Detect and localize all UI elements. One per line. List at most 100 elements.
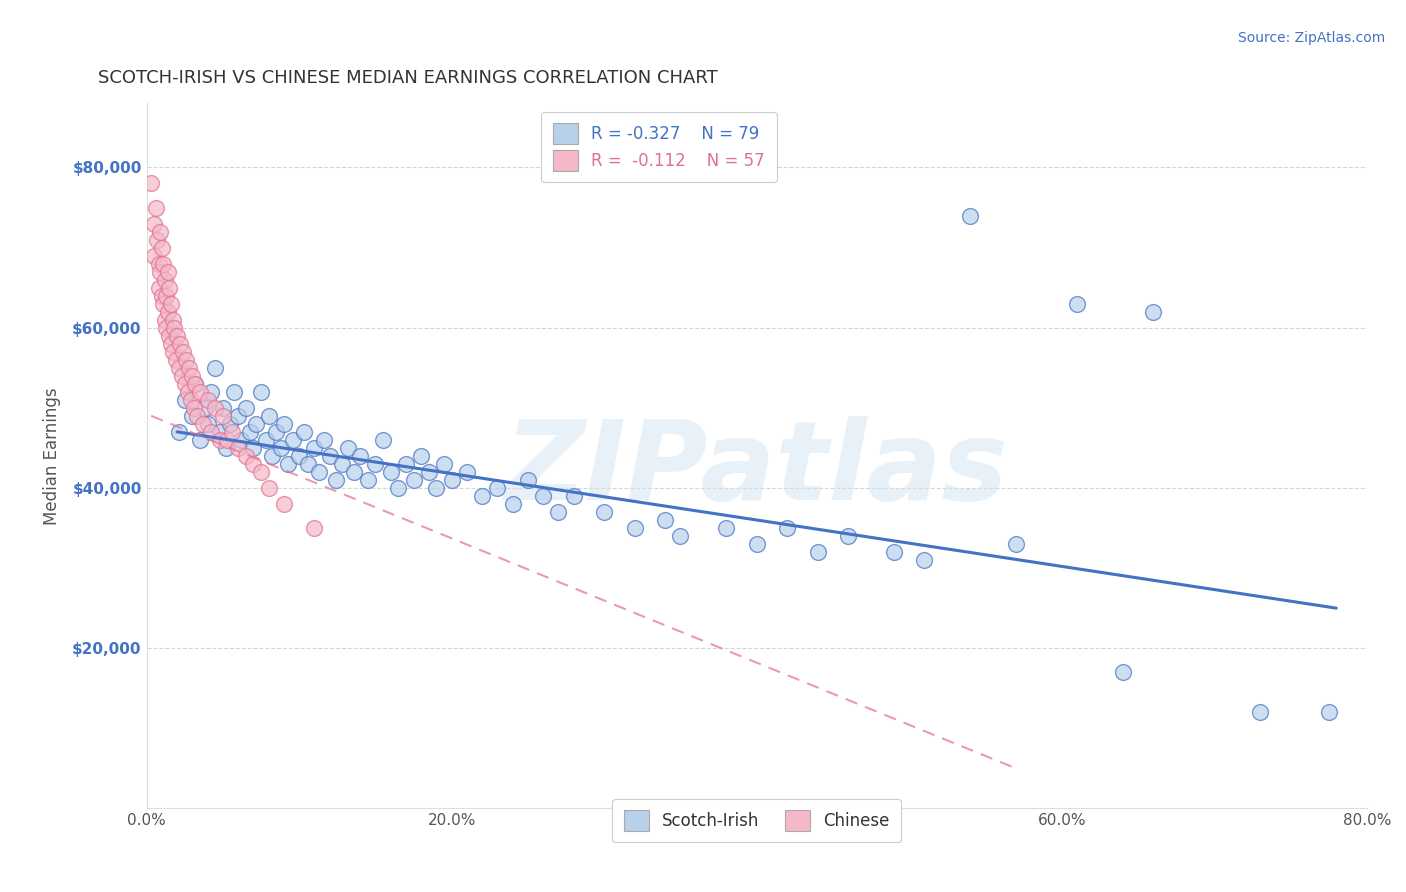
Point xyxy=(148,280,170,294)
Point xyxy=(184,376,207,391)
Point xyxy=(883,545,905,559)
Point xyxy=(177,384,200,399)
Point xyxy=(186,409,208,423)
Point xyxy=(292,425,315,439)
Point xyxy=(562,489,585,503)
Point xyxy=(184,376,207,391)
Point xyxy=(343,465,366,479)
Point xyxy=(208,433,231,447)
Point xyxy=(1005,537,1028,551)
Point xyxy=(502,497,524,511)
Point xyxy=(959,209,981,223)
Point xyxy=(212,401,235,415)
Point xyxy=(150,288,173,302)
Point xyxy=(155,320,177,334)
Point xyxy=(281,433,304,447)
Point xyxy=(152,257,174,271)
Point xyxy=(208,425,231,439)
Point xyxy=(204,360,226,375)
Point xyxy=(193,401,215,415)
Point xyxy=(593,505,616,519)
Point xyxy=(325,473,347,487)
Point xyxy=(145,201,167,215)
Point xyxy=(776,521,799,535)
Point xyxy=(273,497,295,511)
Point xyxy=(149,225,172,239)
Point xyxy=(304,521,326,535)
Point xyxy=(162,312,184,326)
Point xyxy=(149,264,172,278)
Point xyxy=(215,441,238,455)
Point xyxy=(308,465,330,479)
Point xyxy=(239,425,262,439)
Point xyxy=(172,344,194,359)
Point xyxy=(456,465,478,479)
Point xyxy=(146,233,169,247)
Point xyxy=(273,417,295,431)
Point xyxy=(837,529,859,543)
Point xyxy=(433,457,456,471)
Point xyxy=(623,521,645,535)
Point xyxy=(173,376,195,391)
Point xyxy=(191,417,214,431)
Point xyxy=(200,384,222,399)
Point xyxy=(226,441,249,455)
Point xyxy=(188,384,211,399)
Point xyxy=(165,352,187,367)
Point xyxy=(1249,706,1271,720)
Point xyxy=(297,457,319,471)
Point xyxy=(179,360,201,375)
Point xyxy=(167,425,190,439)
Point xyxy=(181,368,204,383)
Legend: Scotch-Irish, Chinese: Scotch-Irish, Chinese xyxy=(613,798,901,842)
Point xyxy=(180,392,202,407)
Point xyxy=(411,449,433,463)
Point xyxy=(242,441,264,455)
Point xyxy=(349,449,371,463)
Point xyxy=(169,336,191,351)
Point xyxy=(217,433,239,447)
Point xyxy=(167,360,190,375)
Point xyxy=(745,537,768,551)
Point xyxy=(288,449,311,463)
Point xyxy=(254,433,277,447)
Point xyxy=(669,529,692,543)
Point xyxy=(1317,706,1340,720)
Point xyxy=(143,217,166,231)
Point xyxy=(226,409,249,423)
Point xyxy=(174,352,197,367)
Point xyxy=(516,473,538,487)
Point xyxy=(183,401,205,415)
Point xyxy=(231,433,253,447)
Point xyxy=(395,457,418,471)
Point xyxy=(914,553,936,567)
Text: Source: ZipAtlas.com: Source: ZipAtlas.com xyxy=(1237,31,1385,45)
Point xyxy=(260,449,283,463)
Point xyxy=(219,417,242,431)
Point xyxy=(197,417,219,431)
Point xyxy=(200,425,222,439)
Point xyxy=(257,409,280,423)
Point xyxy=(418,465,440,479)
Point xyxy=(181,409,204,423)
Point xyxy=(318,449,340,463)
Point xyxy=(235,401,257,415)
Y-axis label: Median Earnings: Median Earnings xyxy=(44,387,60,524)
Point xyxy=(330,457,353,471)
Point xyxy=(160,296,183,310)
Point xyxy=(357,473,380,487)
Point xyxy=(163,320,186,334)
Point xyxy=(221,425,243,439)
Point xyxy=(807,545,830,559)
Point xyxy=(364,457,387,471)
Point xyxy=(402,473,425,487)
Point xyxy=(250,384,273,399)
Point xyxy=(148,257,170,271)
Point xyxy=(270,441,292,455)
Point xyxy=(204,401,226,415)
Point xyxy=(336,441,359,455)
Point xyxy=(170,368,193,383)
Point xyxy=(153,312,176,326)
Point xyxy=(242,457,264,471)
Point xyxy=(277,457,299,471)
